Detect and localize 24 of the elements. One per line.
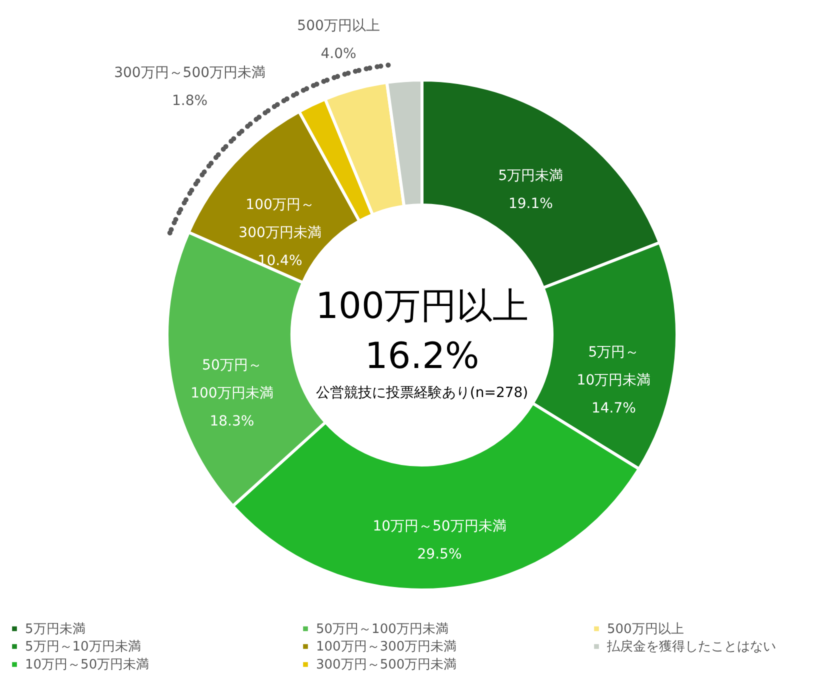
text: 16.2% xyxy=(364,336,480,377)
slice-label: 300万円～500万円未満 xyxy=(114,65,266,82)
slice-label: 500万円以上 xyxy=(297,18,380,34)
data-label: 18.3% xyxy=(210,414,254,430)
slice-label: 100万円～300万円未満 xyxy=(238,197,322,241)
slice-label: 50万円～100万円未満 xyxy=(190,358,274,402)
legend-label: 10万円～50万円未満 xyxy=(25,658,150,672)
legend-label: 100万円～300万円未満 xyxy=(316,640,457,654)
legend-label: 5万円～10万円未満 xyxy=(25,640,141,654)
legend-label: 5万円未満 xyxy=(25,622,86,637)
legend-label: 300万円～500万円未満 xyxy=(316,658,457,672)
data-label: 1.8% xyxy=(172,93,208,110)
legend-label: 払戻金を獲得したことはない xyxy=(606,640,776,654)
text: 100万円以上 xyxy=(316,286,528,327)
data-label: 29.5% xyxy=(417,546,462,563)
data-label: 4.0% xyxy=(320,46,356,62)
data-label: 14.7% xyxy=(591,400,636,417)
data-label: 19.1% xyxy=(508,196,553,212)
text: 公営競技に投票経験あり(n=278) xyxy=(316,385,528,401)
slice-label: 5万円未満 xyxy=(498,168,564,184)
legend-label: 50万円～100万円未満 xyxy=(316,622,448,637)
slice-label: 5万円～10万円未満 xyxy=(576,344,651,389)
slice-label: 10万円～50万円未満 xyxy=(372,518,506,535)
legend-label: 500万円以上 xyxy=(607,622,684,637)
